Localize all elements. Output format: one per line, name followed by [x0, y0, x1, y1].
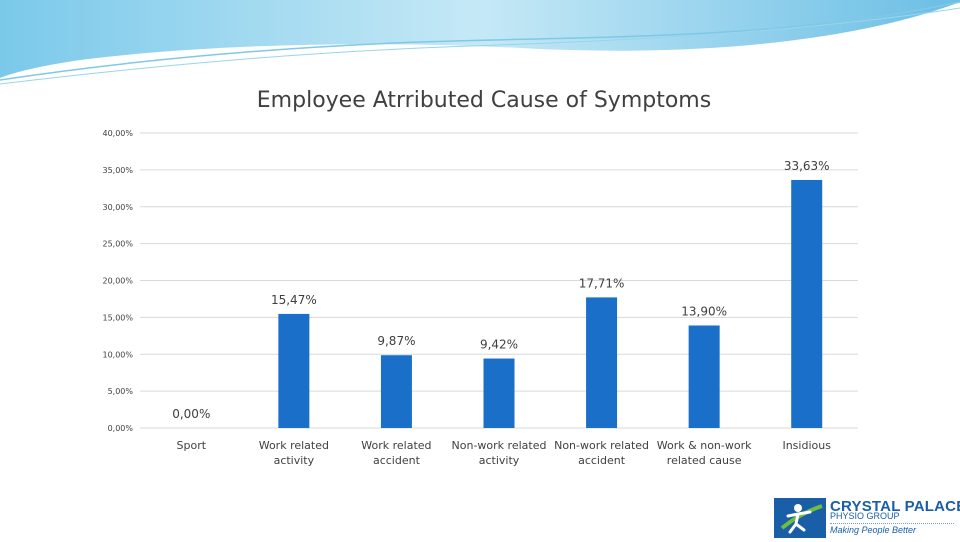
bars [278, 179, 823, 428]
logo-name: CRYSTAL PALACE [830, 498, 960, 515]
x-tick-label: Insidious [782, 439, 831, 452]
bar [380, 355, 412, 428]
header-wave-decoration [0, 0, 960, 85]
data-label: 0,00% [172, 407, 210, 421]
x-tick-label: Work related [361, 439, 431, 452]
bar [791, 179, 823, 428]
y-tick-label: 35,00% [102, 166, 133, 175]
y-axis-ticks: 0,00% 5,00% 10,00% 15,00% 20,00% 25,00% 30,00%… [102, 129, 133, 433]
data-label: 33,63% [784, 159, 830, 173]
chart-title: Employee Atrributed Cause of Symptoms [256, 88, 712, 113]
y-tick-label: 5,00% [108, 387, 134, 396]
y-tick-label: 10,00% [102, 350, 133, 359]
logo-tagline: Making People Better [830, 525, 917, 535]
x-tick-label: Work & non-work [657, 439, 752, 452]
bar [483, 358, 515, 428]
bar [586, 297, 618, 428]
logo-subtitle: PHYSIO GROUP [830, 511, 900, 521]
y-tick-label: 30,00% [102, 203, 133, 212]
x-tick-label: activity [274, 454, 315, 467]
logo-figure-icon [774, 498, 826, 538]
x-tick-label: Non-work related [452, 439, 547, 452]
x-tick-label: accident [578, 454, 626, 467]
y-tick-label: 15,00% [102, 313, 133, 322]
x-tick-label: activity [479, 454, 520, 467]
data-label: 15,47% [271, 293, 317, 307]
y-tick-label: 20,00% [102, 277, 133, 286]
logo-divider [830, 523, 954, 524]
data-labels: 0,00% 15,47% 9,87% 9,42% 17,71% 13,90% 33,63% [172, 159, 829, 421]
bar [688, 325, 720, 428]
bar [278, 313, 310, 428]
data-label: 9,42% [480, 338, 518, 352]
x-tick-label: Sport [177, 439, 207, 452]
y-tick-label: 25,00% [102, 240, 133, 249]
y-tick-label: 0,00% [108, 424, 134, 433]
gridlines [140, 132, 858, 429]
company-logo: CRYSTAL PALACE PHYSIO GROUP Making Peopl… [774, 498, 960, 538]
x-tick-label: accident [373, 454, 421, 467]
x-tick-label: Work related [259, 439, 329, 452]
x-tick-label: Non-work related [554, 439, 649, 452]
y-tick-label: 40,00% [102, 129, 133, 138]
data-label: 17,71% [579, 276, 625, 290]
data-label: 9,87% [377, 334, 415, 348]
data-label: 13,90% [681, 304, 727, 318]
x-tick-label: related cause [667, 454, 742, 467]
x-axis-labels: Sport Work related activity Work related acc… [177, 439, 832, 467]
